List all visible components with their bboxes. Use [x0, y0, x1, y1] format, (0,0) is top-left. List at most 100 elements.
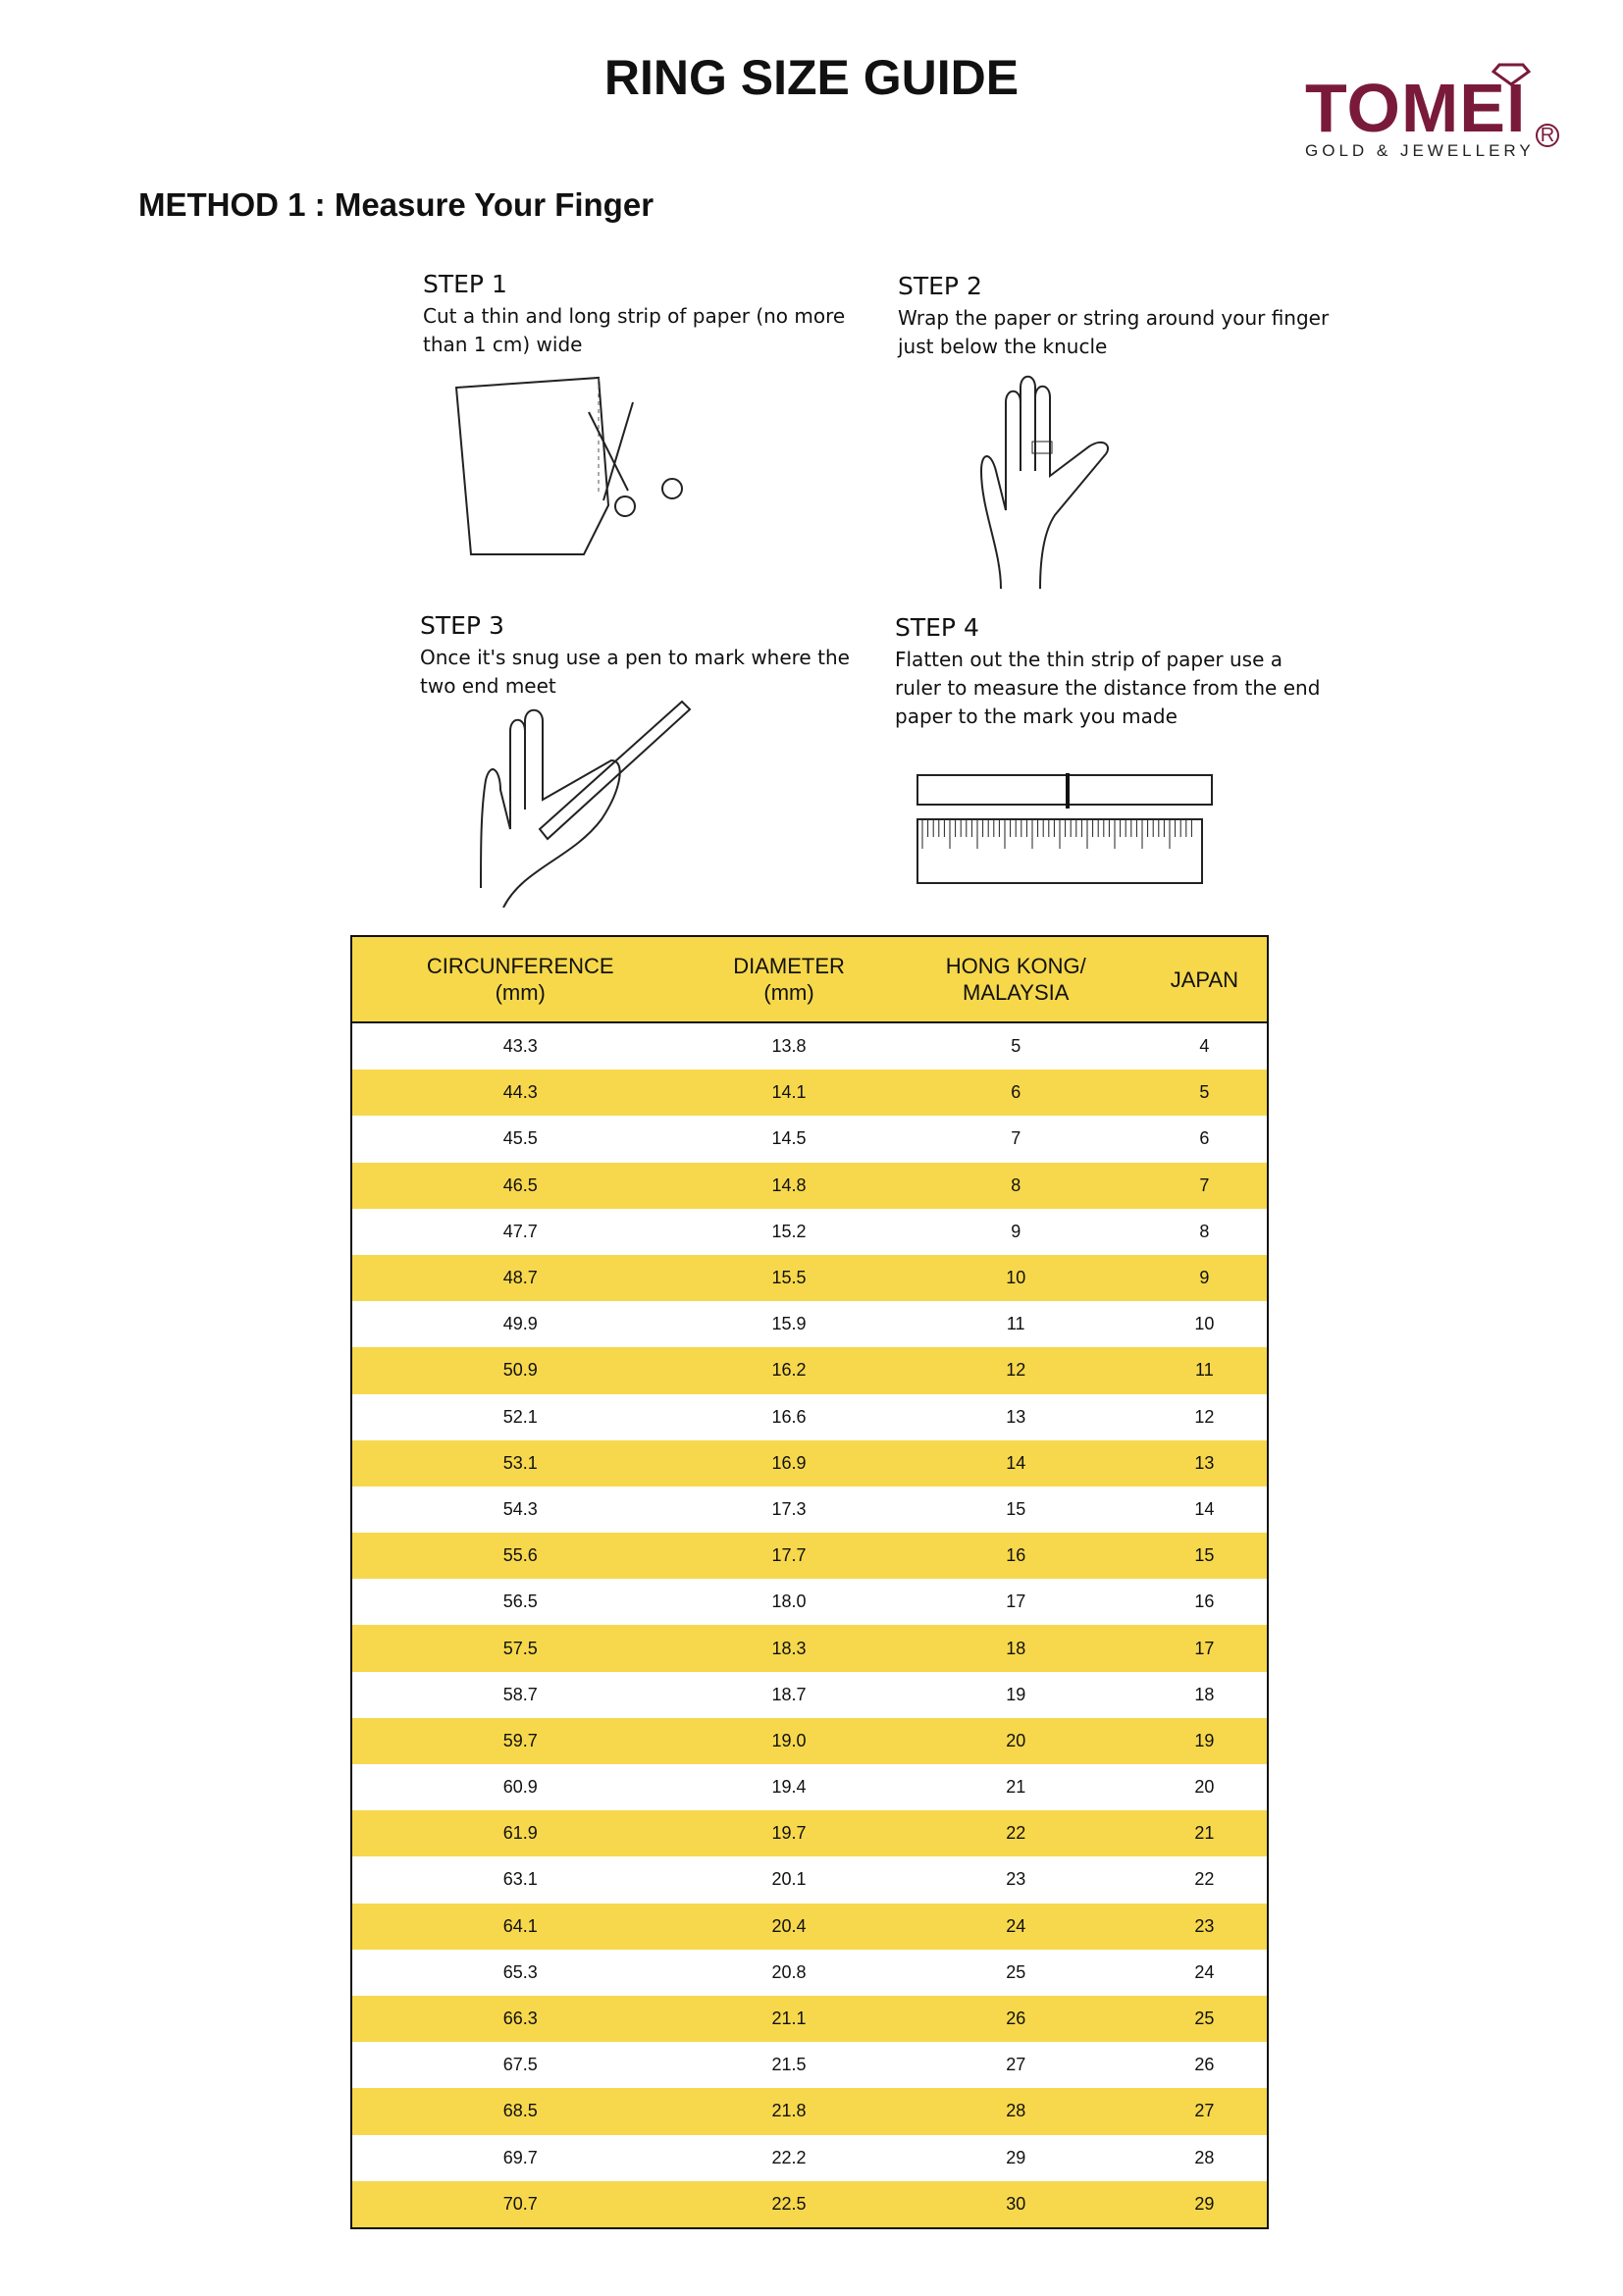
table-cell: 23	[1141, 1903, 1268, 1950]
table-cell: 43.3	[502, 1036, 538, 1057]
table-cell: 16	[1194, 1592, 1215, 1612]
step-title: STEP 1	[423, 270, 507, 298]
table-row: 64.1 20.4 24 23	[351, 1903, 1268, 1950]
table-cell: 26	[889, 1995, 1142, 2043]
table-cell: 9	[1011, 1221, 1021, 1241]
table-cell: 18.0	[771, 1592, 807, 1612]
table-cell: 19.4	[771, 1777, 807, 1798]
table-row: 49.9 15.9 11 10	[351, 1301, 1268, 1347]
step-title: STEP 2	[898, 272, 982, 300]
table-cell: 18.3	[688, 1625, 890, 1672]
table-cell: 27	[1141, 2088, 1268, 2135]
table-cell: 27	[1006, 2055, 1026, 2075]
table-cell: 10	[889, 1254, 1142, 1302]
table-cell: 16.9	[688, 1439, 890, 1487]
table-cell: 23	[1006, 1869, 1026, 1890]
logo-word: TOMEI	[1305, 70, 1527, 146]
method-heading: METHOD 1 : Measure Your Finger	[138, 186, 654, 223]
table-cell: 21.8	[688, 2088, 890, 2135]
table-cell: 44.3	[351, 1070, 689, 1117]
table-cell: 22	[889, 1810, 1142, 1857]
column-header: HONG KONG/MALAYSIA	[889, 936, 1142, 1023]
table-cell: 53.1	[351, 1439, 689, 1487]
table-cell: 18	[1194, 1684, 1215, 1704]
table-cell: 46.5	[351, 1162, 689, 1209]
table-cell: 15.2	[771, 1221, 807, 1241]
column-header: CIRCUNFERENCE (mm)	[351, 936, 689, 1023]
table-cell: 21.1	[688, 1995, 890, 2043]
table-cell: 4	[1199, 1036, 1210, 1057]
table-cell: 17	[1141, 1625, 1268, 1672]
table-row: 47.7 15.2 9 8	[351, 1209, 1268, 1255]
table-cell: 17	[1006, 1592, 1026, 1612]
table-cell: 20	[1194, 1777, 1215, 1798]
column-header-line: CIRCUNFERENCE	[426, 954, 614, 978]
column-header-line: (mm)	[763, 980, 814, 1005]
table-cell: 15	[1141, 1533, 1268, 1580]
table-cell: 49.9	[502, 1314, 538, 1334]
table-row: 55.6 17.7 16 15	[351, 1533, 1268, 1580]
table-cell: 54.3	[502, 1498, 538, 1519]
table-cell: 50.9	[351, 1347, 689, 1394]
column-header-line: HONG KONG/	[945, 954, 1086, 978]
table-row: 50.9 16.2 12 11	[351, 1347, 1268, 1394]
step-text: Cut a thin and long strip of paper (no m…	[423, 304, 846, 356]
table-cell: 70.7	[351, 2180, 689, 2228]
table-row: 61.9 19.7 22 21	[351, 1810, 1268, 1857]
table-cell: 19	[1006, 1684, 1026, 1704]
table-cell: 14	[889, 1439, 1142, 1487]
table-cell: 47.7	[502, 1221, 538, 1241]
table-cell: 19.7	[688, 1810, 890, 1857]
table-cell: 58.7	[502, 1684, 538, 1704]
table-cell: 14.5	[771, 1128, 807, 1149]
diamond-icon	[1492, 63, 1531, 86]
column-header-line: (mm)	[495, 980, 546, 1005]
step-2: STEP 2 Wrap the paper or string around y…	[898, 272, 1330, 361]
tomei-logo: TOMEI R GOLD & JEWELLERY	[1305, 63, 1570, 161]
table-row: 63.1 20.1 23 22	[351, 1856, 1268, 1903]
page-title: RING SIZE GUIDE	[603, 50, 1020, 105]
table-cell: 11	[1006, 1314, 1025, 1334]
table-cell: 24	[1194, 1961, 1215, 1982]
table-cell: 13.8	[771, 1036, 807, 1057]
ring-size-table: CIRCUNFERENCE (mm) DIAMETER (mm) HONG KONG/M…	[350, 935, 1269, 2229]
table-cell: 28	[1194, 2147, 1215, 2167]
column-header: JAPAN	[1141, 936, 1268, 1023]
table-cell: 66.3	[351, 1995, 689, 2043]
table-cell: 48.7	[351, 1254, 689, 1302]
column-header-line: JAPAN	[1170, 966, 1239, 992]
table-cell: 60.9	[502, 1777, 538, 1798]
table-cell: 14.1	[688, 1070, 890, 1117]
step-text: Wrap the paper or string around your fin…	[898, 306, 1330, 358]
table-cell: 22	[1194, 1869, 1215, 1890]
table-cell: 56.5	[502, 1592, 538, 1612]
table-cell: 5	[1011, 1036, 1021, 1057]
table-cell: 26	[1194, 2055, 1215, 2075]
table-cell: 9	[1141, 1254, 1268, 1302]
step-4: STEP 4 Flatten out the thin strip of pap…	[895, 613, 1327, 731]
table-row: 70.7 22.5 30 29	[351, 2180, 1268, 2228]
table-cell: 25	[1141, 1995, 1268, 2043]
table-cell: 7	[1011, 1128, 1021, 1149]
table-cell: 29	[1006, 2147, 1026, 2167]
table-cell: 22.2	[771, 2147, 807, 2167]
table-row: 60.9 19.4 21 20	[351, 1764, 1268, 1810]
table-cell: 16.2	[688, 1347, 890, 1394]
table-cell: 19	[1141, 1717, 1268, 1764]
column-header-line: DIAMETER	[733, 954, 845, 978]
table-row: 45.5 14.5 7 6	[351, 1116, 1268, 1162]
step-text: Once it's snug use a pen to mark where t…	[420, 646, 850, 698]
table-row: 69.7 22.2 29 28	[351, 2135, 1268, 2181]
table-cell: 64.1	[351, 1903, 689, 1950]
column-header: DIAMETER (mm)	[688, 936, 890, 1023]
table-row: 54.3 17.3 15 14	[351, 1487, 1268, 1533]
table-cell: 55.6	[351, 1533, 689, 1580]
table-cell: 8	[1199, 1221, 1210, 1241]
table-cell: 15	[1006, 1498, 1026, 1519]
table-cell: 17.3	[771, 1498, 807, 1519]
table-cell: 67.5	[502, 2055, 538, 2075]
table-cell: 18.7	[771, 1684, 807, 1704]
table-row: 67.5 21.5 27 26	[351, 2042, 1268, 2088]
table-row: 66.3 21.1 26 25	[351, 1995, 1268, 2043]
table-header-row: CIRCUNFERENCE (mm) DIAMETER (mm) HONG KONG/M…	[351, 936, 1268, 1023]
